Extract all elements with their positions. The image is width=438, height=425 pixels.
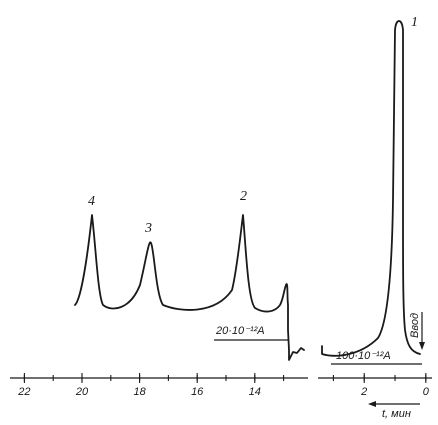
peak-label-3: 3 [144,221,152,236]
peak-label-1: 1 [411,15,418,30]
left-axis-tick-label: 18 [133,386,146,398]
left-panel-trace [74,214,305,361]
peak-label-2: 2 [240,189,247,204]
right-panel-trace [321,20,421,357]
time-axis-title: t, мин [382,408,411,420]
left-axis-tick-label: 14 [249,386,261,398]
left-axis-tick-label: 16 [191,386,204,398]
right-axis-tick-label: 2 [360,386,367,398]
peak-label-4: 4 [88,194,95,209]
time-arrow-head [368,401,376,407]
right-scale-label: 100·10⁻¹²A [336,350,391,362]
injection-arrow-head [419,342,425,350]
left-scale-label: 20·10⁻¹²A [215,325,265,337]
right-axis-tick-label: 0 [423,386,430,398]
left-axis-tick-label: 22 [17,386,30,398]
left-axis-tick-label: 20 [75,386,89,398]
injection-label: Ввод [409,313,421,338]
